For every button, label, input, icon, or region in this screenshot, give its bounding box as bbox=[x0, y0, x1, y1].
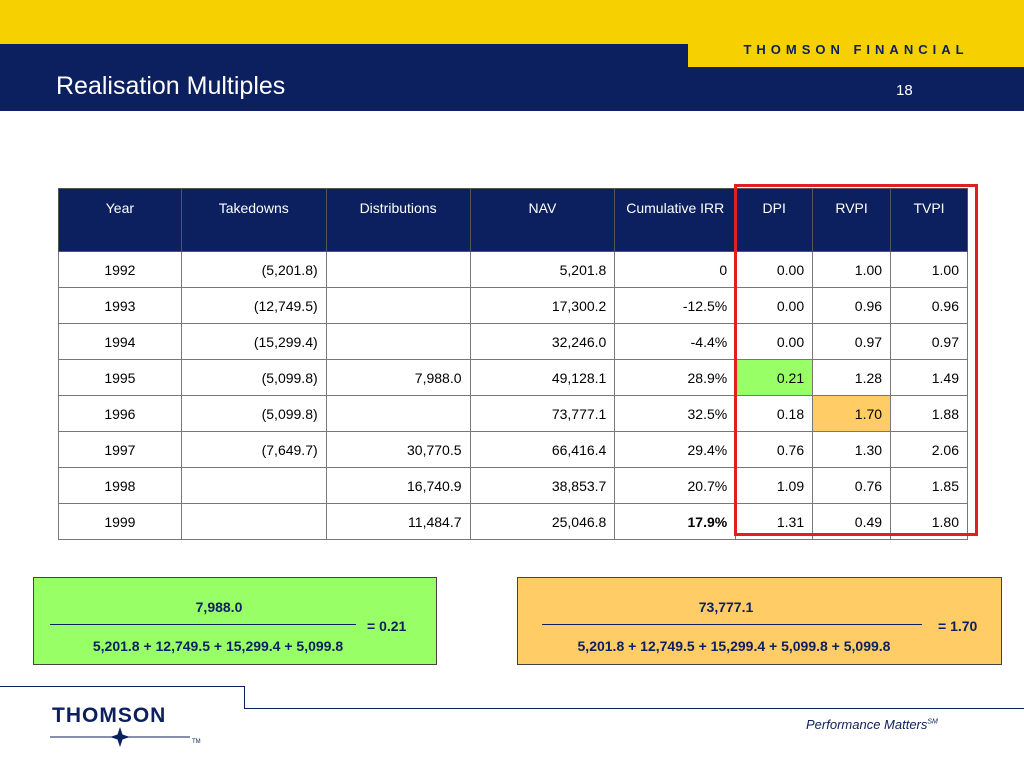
cell-irr: 20.7% bbox=[614, 467, 737, 504]
cell-nav: 17,300.2 bbox=[469, 287, 616, 324]
column-header-distributions: Distributions bbox=[325, 188, 471, 252]
cell-distributions bbox=[325, 395, 471, 432]
cell-irr: -12.5% bbox=[614, 287, 737, 324]
thomson-logo: THOMSON bbox=[52, 704, 167, 727]
cell-year: 1995 bbox=[58, 359, 182, 396]
cell-takedowns: (5,201.8) bbox=[180, 251, 327, 288]
cell-year: 1994 bbox=[58, 323, 182, 360]
header-yellow-band bbox=[0, 0, 1024, 44]
footer-divider-step bbox=[244, 686, 245, 708]
cell-irr: -4.4% bbox=[614, 323, 737, 360]
cell-nav: 73,777.1 bbox=[469, 395, 616, 432]
dpi-formula-box: 7,988.0 5,201.8 + 12,749.5 + 15,299.4 + … bbox=[33, 577, 437, 665]
realisation-table: Year Takedowns Distributions NAV Cumulat… bbox=[58, 188, 968, 540]
table-row: 1998 16,740.9 38,853.7 20.7% 1.09 0.76 1… bbox=[58, 467, 968, 504]
cell-irr: 0 bbox=[614, 251, 737, 288]
table-row: 1996 (5,099.8) 73,777.1 32.5% 0.18 1.70 … bbox=[58, 395, 968, 432]
cell-takedowns: (5,099.8) bbox=[180, 395, 327, 432]
tagline-service-mark: SM bbox=[927, 718, 938, 726]
cell-distributions: 16,740.9 bbox=[325, 467, 471, 504]
slide-title: Realisation Multiples bbox=[56, 72, 286, 100]
cell-tvpi: 0.97 bbox=[890, 323, 968, 360]
cell-takedowns bbox=[180, 467, 327, 504]
cell-nav: 32,246.0 bbox=[469, 323, 616, 360]
cell-takedowns: (15,299.4) bbox=[180, 323, 327, 360]
cell-distributions: 11,484.7 bbox=[325, 503, 471, 540]
fraction-line bbox=[50, 624, 356, 625]
column-header-takedowns: Takedowns bbox=[180, 188, 327, 252]
cell-tvpi: 1.85 bbox=[890, 467, 968, 504]
cell-takedowns: (5,099.8) bbox=[180, 359, 327, 396]
cell-takedowns: (7,649.7) bbox=[180, 431, 327, 468]
cell-year: 1997 bbox=[58, 431, 182, 468]
cell-rvpi-highlighted: 1.70 bbox=[812, 395, 892, 432]
cell-irr: 29.4% bbox=[614, 431, 737, 468]
trademark-mark: TM bbox=[192, 739, 201, 745]
cell-distributions: 7,988.0 bbox=[325, 359, 471, 396]
cell-distributions bbox=[325, 251, 471, 288]
cell-nav: 49,128.1 bbox=[469, 359, 616, 396]
cell-irr: 32.5% bbox=[614, 395, 737, 432]
column-header-nav: NAV bbox=[469, 188, 616, 252]
cell-distributions bbox=[325, 323, 471, 360]
formula-result: = 1.70 bbox=[938, 618, 978, 634]
cell-dpi: 0.00 bbox=[735, 323, 814, 360]
multiples-highlight-outline bbox=[734, 184, 978, 536]
page-number: 18 bbox=[896, 82, 913, 99]
formula-denominator: 5,201.8 + 12,749.5 + 15,299.4 + 5,099.8 bbox=[92, 638, 344, 654]
cell-nav: 25,046.8 bbox=[469, 503, 616, 540]
cell-dpi: 0.00 bbox=[735, 251, 814, 288]
cell-dpi: 0.76 bbox=[735, 431, 814, 468]
cell-rvpi: 0.97 bbox=[812, 323, 892, 360]
cell-year: 1992 bbox=[58, 251, 182, 288]
thomson-star-icon: TM bbox=[50, 727, 201, 747]
column-header-year: Year bbox=[58, 188, 182, 252]
rvpi-formula-box: 73,777.1 5,201.8 + 12,749.5 + 15,299.4 +… bbox=[517, 577, 1002, 665]
cell-tvpi: 1.49 bbox=[890, 359, 968, 396]
cell-rvpi: 0.96 bbox=[812, 287, 892, 324]
brand-tab bbox=[688, 44, 1024, 67]
cell-nav: 38,853.7 bbox=[469, 467, 616, 504]
cell-distributions bbox=[325, 287, 471, 324]
cell-tvpi: 0.96 bbox=[890, 287, 968, 324]
cell-irr: 28.9% bbox=[614, 359, 737, 396]
cell-year: 1996 bbox=[58, 395, 182, 432]
column-header-rvpi: RVPI bbox=[812, 188, 892, 252]
cell-irr-bold: 17.9% bbox=[614, 503, 737, 540]
cell-year: 1993 bbox=[58, 287, 182, 324]
cell-nav: 5,201.8 bbox=[469, 251, 616, 288]
cell-distributions: 30,770.5 bbox=[325, 431, 471, 468]
cell-takedowns: (12,749.5) bbox=[180, 287, 327, 324]
fraction-line bbox=[542, 624, 922, 625]
footer-divider bbox=[0, 686, 244, 687]
tagline-text: Performance Matters bbox=[806, 717, 928, 732]
cell-year: 1998 bbox=[58, 467, 182, 504]
table-header-row: Year Takedowns Distributions NAV Cumulat… bbox=[58, 188, 968, 252]
column-header-cumulative-irr: Cumulative IRR bbox=[614, 188, 737, 252]
cell-takedowns bbox=[180, 503, 327, 540]
column-header-dpi: DPI bbox=[735, 188, 814, 252]
cell-tvpi: 2.06 bbox=[890, 431, 968, 468]
cell-tvpi: 1.88 bbox=[890, 395, 968, 432]
table-row: 1999 11,484.7 25,046.8 17.9% 1.31 0.49 1… bbox=[58, 503, 968, 540]
formula-denominator: 5,201.8 + 12,749.5 + 15,299.4 + 5,099.8 … bbox=[577, 638, 891, 654]
cell-nav: 66,416.4 bbox=[469, 431, 616, 468]
formula-numerator: 7,988.0 bbox=[195, 599, 243, 615]
table-row: 1993 (12,749.5) 17,300.2 -12.5% 0.00 0.9… bbox=[58, 287, 968, 324]
cell-year: 1999 bbox=[58, 503, 182, 540]
formula-result: = 0.21 bbox=[367, 618, 407, 634]
tagline: Performance MattersSM bbox=[806, 717, 938, 732]
cell-rvpi: 1.30 bbox=[812, 431, 892, 468]
cell-dpi: 0.00 bbox=[735, 287, 814, 324]
brand-name: THOMSON FINANCIAL bbox=[743, 42, 969, 57]
footer-divider bbox=[244, 708, 1024, 709]
formula-numerator: 73,777.1 bbox=[698, 599, 754, 615]
cell-rvpi: 0.76 bbox=[812, 467, 892, 504]
